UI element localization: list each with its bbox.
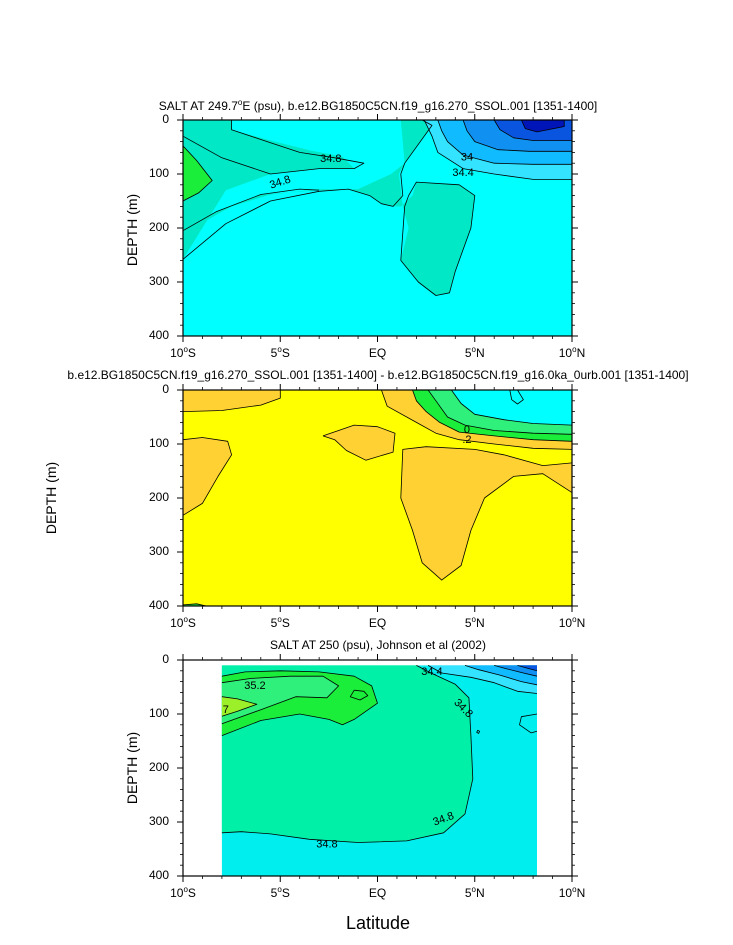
region-teal-plume bbox=[183, 120, 475, 296]
contour-label: 0 bbox=[464, 424, 470, 436]
contour-d10 bbox=[183, 603, 207, 606]
contour-e1 bbox=[221, 665, 474, 843]
region-navy bbox=[521, 120, 565, 132]
contour-c9 bbox=[493, 120, 572, 141]
contour-d4 bbox=[400, 446, 572, 581]
contour-e4 bbox=[221, 696, 258, 717]
y-tick-label: 300 bbox=[149, 814, 169, 828]
x-tick-label: 10oS bbox=[170, 885, 196, 900]
panel-2-title: b.e12.BG1850C5CN.f19_g16.270_SSOL.001 [1… bbox=[67, 368, 689, 382]
y-tick-label: 100 bbox=[149, 436, 169, 450]
panel-1-title: SALT AT 249.7oE (psu), b.e12.BG1850C5CN.… bbox=[158, 98, 598, 113]
x-tick-label: EQ bbox=[369, 346, 386, 360]
contour-label: .2 bbox=[462, 434, 471, 446]
contour-d1 bbox=[183, 390, 281, 412]
region-or-left bbox=[183, 437, 232, 516]
y-tick-label: 400 bbox=[149, 598, 169, 612]
region-lime bbox=[221, 696, 257, 717]
y-tick-label: 0 bbox=[162, 652, 169, 666]
y-tick-label: 200 bbox=[149, 220, 169, 234]
contour-label: 34.4 bbox=[421, 666, 442, 678]
contour-c3 bbox=[183, 120, 365, 175]
contour-label: 35.2 bbox=[244, 680, 265, 692]
contour-e10 bbox=[519, 713, 538, 734]
y-axis-label: DEPTH (m) bbox=[124, 732, 140, 804]
x-tick-label: 10oS bbox=[170, 345, 196, 360]
x-tick-label: 10oN bbox=[559, 615, 585, 630]
contour-d6 bbox=[412, 390, 572, 442]
y-tick-label: 300 bbox=[149, 274, 169, 288]
contour-c1 bbox=[183, 120, 433, 260]
y-tick-label: 0 bbox=[162, 382, 169, 396]
region-green-core bbox=[183, 145, 213, 201]
region-or-blob bbox=[323, 425, 395, 461]
contour-e2 bbox=[221, 670, 378, 736]
contour-e5 bbox=[349, 689, 369, 701]
contour-c4 bbox=[183, 145, 213, 202]
panel-3-title: SALT AT 250 (psu), Johnson et al (2002) bbox=[270, 638, 486, 652]
region-teal-main bbox=[183, 120, 355, 260]
contour-e9 bbox=[517, 665, 538, 672]
contour-e3 bbox=[221, 675, 340, 725]
region-or-topleft bbox=[183, 390, 281, 412]
contour-d7 bbox=[427, 390, 572, 435]
x-tick-label: 10oN bbox=[559, 885, 585, 900]
x-tick-label: 10oN bbox=[559, 345, 585, 360]
y-tick-label: 300 bbox=[149, 544, 169, 558]
contour-d9 bbox=[509, 390, 524, 405]
contour-c2 bbox=[183, 188, 320, 232]
x-tick-label: 5oS bbox=[271, 885, 290, 900]
contour-e11 bbox=[476, 729, 481, 734]
contour-d8 bbox=[451, 390, 572, 426]
contour-label: 34.8 bbox=[316, 839, 337, 851]
x-tick-label: 5oN bbox=[465, 345, 485, 360]
contour-label: 34 bbox=[461, 152, 473, 164]
contour-label: 7 bbox=[223, 704, 229, 716]
contour-c6 bbox=[423, 120, 572, 180]
contour-e6 bbox=[427, 665, 538, 694]
x-tick-label: EQ bbox=[369, 886, 386, 900]
contour-d2 bbox=[183, 437, 233, 516]
contour-d5 bbox=[381, 390, 572, 450]
contour-c5 bbox=[400, 181, 476, 296]
x-tick-label: 5oS bbox=[271, 615, 290, 630]
contour-e7 bbox=[464, 665, 538, 686]
contour-label: 34.8 bbox=[320, 153, 341, 165]
region-green-dot bbox=[350, 690, 368, 700]
y-axis-label: DEPTH (m) bbox=[124, 194, 140, 266]
contour-c8 bbox=[462, 120, 572, 152]
x-tick-label: 10oS bbox=[170, 615, 196, 630]
x-tick-label: 5oS bbox=[271, 345, 290, 360]
plot-area: 35.234.434.834.834.87 bbox=[221, 665, 538, 876]
y-tick-label: 100 bbox=[149, 706, 169, 720]
y-tick-label: 200 bbox=[149, 760, 169, 774]
contour-c7 bbox=[437, 120, 572, 165]
contour-label: 34.4 bbox=[452, 167, 473, 179]
x-axis-label: Latitude bbox=[345, 913, 411, 933]
y-tick-label: 100 bbox=[149, 166, 169, 180]
contour-c10 bbox=[521, 120, 565, 133]
region-cyan-r bbox=[451, 390, 572, 426]
contour-e8 bbox=[494, 665, 538, 677]
plot-area: 0.2 bbox=[183, 390, 572, 606]
region-mint bbox=[221, 676, 339, 724]
y-tick-label: 200 bbox=[149, 490, 169, 504]
x-tick-label: EQ bbox=[369, 616, 386, 630]
region-or-right bbox=[400, 446, 572, 581]
y-tick-label: 400 bbox=[149, 328, 169, 342]
x-tick-label: 5oN bbox=[465, 885, 485, 900]
y-tick-label: 400 bbox=[149, 868, 169, 882]
contour-d3 bbox=[322, 424, 396, 461]
y-tick-label: 0 bbox=[162, 112, 169, 126]
x-tick-label: 5oN bbox=[465, 615, 485, 630]
y-axis-label: DEPTH (m) bbox=[43, 462, 59, 534]
